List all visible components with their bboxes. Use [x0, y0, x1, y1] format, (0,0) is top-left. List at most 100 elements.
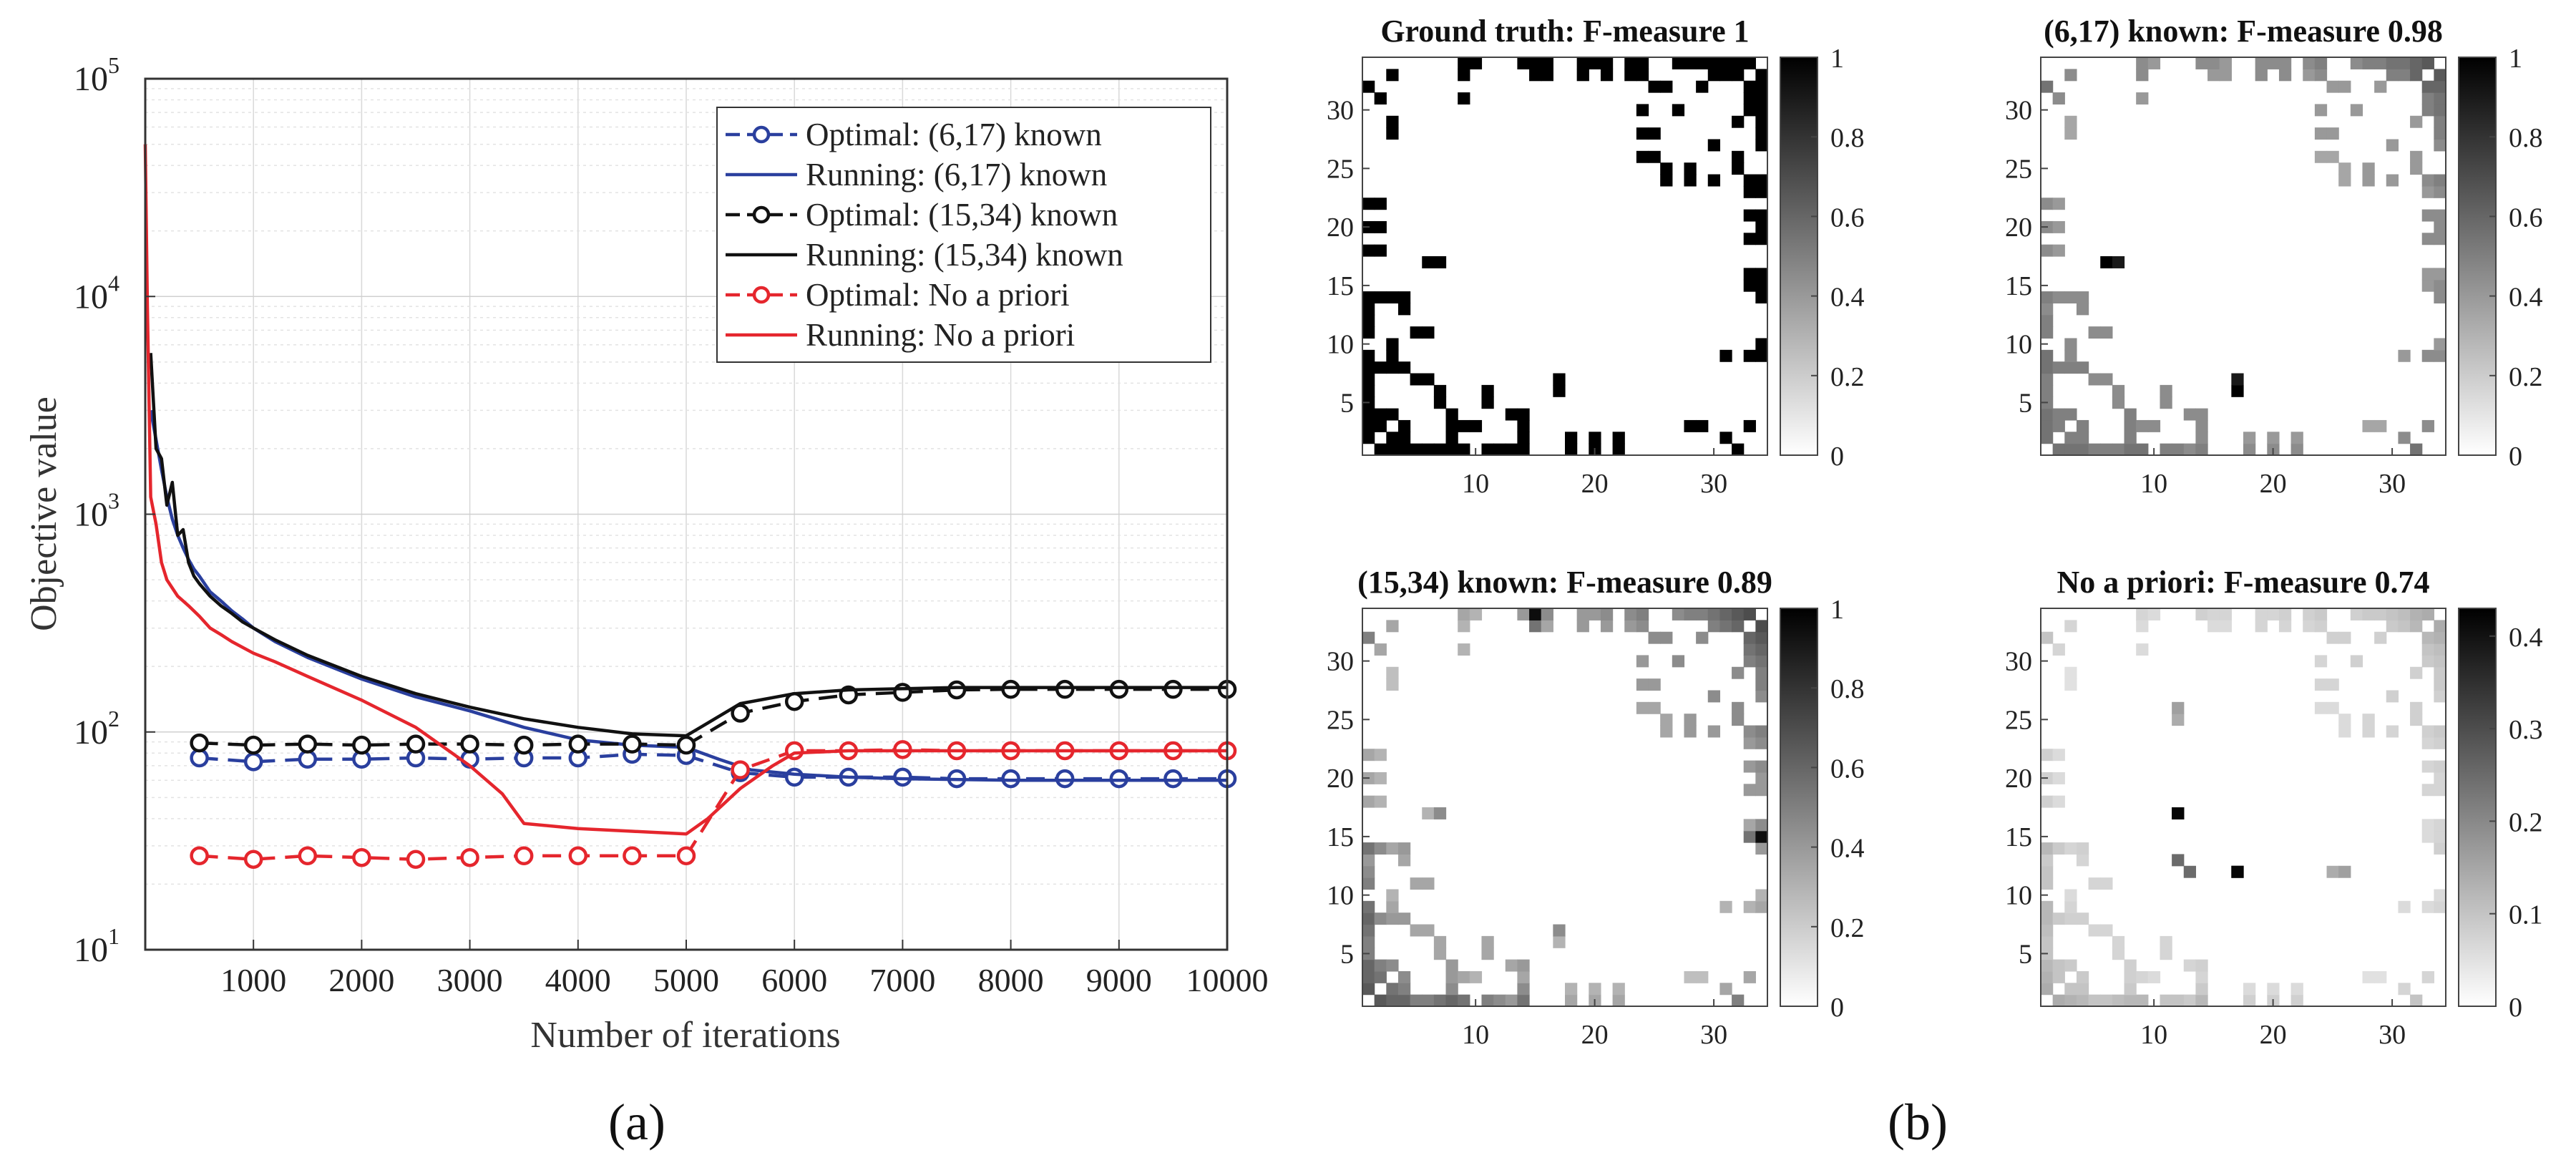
colorbar-tick-label: 0.2: [2509, 362, 2543, 392]
data-point: [406, 734, 426, 754]
matrix-cell: [1386, 349, 1399, 362]
matrix-cell: [2172, 714, 2185, 726]
matrix-cell: [2434, 279, 2446, 292]
matrix-cell: [1732, 150, 1745, 163]
legend-swatch-marker: [752, 125, 771, 144]
matrix-cell: [2278, 608, 2292, 620]
matrix-cell: [1565, 983, 1578, 996]
matrix-cell: [1755, 127, 1768, 140]
matrix-cell: [1541, 608, 1553, 620]
matrix-cell: [2398, 983, 2411, 996]
matrix-cell: [1755, 279, 1768, 292]
matrix-cell: [2326, 127, 2339, 140]
matrix-cell: [2076, 291, 2089, 304]
matrix-cell: [1374, 959, 1387, 972]
matrix-cell: [1458, 57, 1470, 69]
matrix-cell: [1636, 150, 1649, 163]
matrix-cell: [1707, 69, 1721, 82]
matrix-cell: [1362, 935, 1375, 948]
matrix-cell: [1410, 373, 1423, 386]
matrix-cell: [2326, 80, 2339, 93]
matrix-cell: [1397, 419, 1411, 432]
matrix-cell: [2231, 865, 2244, 878]
matrix-cell: [2398, 57, 2411, 69]
matrix-cell: [1755, 268, 1768, 281]
matrix-cell: [1362, 854, 1375, 867]
matrix-cell: [2052, 994, 2065, 1007]
matrix-cell: [2052, 772, 2065, 784]
matrix-cell: [2183, 408, 2197, 421]
matrix-cell: [2410, 620, 2423, 633]
matrix-cell: [1576, 57, 1589, 69]
matrix-cell: [1362, 631, 1375, 644]
matrix-cell: [1505, 959, 1518, 972]
matrix-cell: [1624, 608, 1637, 620]
matrix-cell: [1517, 408, 1530, 421]
matrix-cell: [2219, 69, 2232, 82]
matrix-cell: [1362, 795, 1375, 808]
matrix-cell: [1743, 760, 1756, 773]
matrix-cell: [1660, 162, 1673, 175]
matrix-cell: [1600, 608, 1614, 620]
matrix-cell: [2076, 854, 2089, 867]
matrix-cell: [1374, 408, 1387, 421]
data-point: [623, 734, 642, 754]
matrix-cell: [2112, 935, 2125, 948]
colorbar-tick-label: 0: [2509, 993, 2522, 1023]
matrix-cell: [1386, 443, 1399, 456]
matrix-cell: [2207, 608, 2220, 620]
matrix-cell: [2064, 959, 2077, 972]
matrix-cell: [1719, 620, 1732, 633]
matrix-cell: [2041, 959, 2054, 972]
colorbar: [2458, 608, 2497, 1007]
matrix-cell: [1589, 57, 1601, 69]
matrix-cell: [2195, 970, 2208, 983]
matrix-x-tick-label: 10: [1462, 1020, 1489, 1050]
matrix-cell: [2386, 69, 2399, 82]
matrix-cell: [1481, 935, 1494, 948]
matrix-cell: [2374, 419, 2387, 432]
matrix-cell: [2421, 608, 2434, 620]
matrix-cell: [1696, 57, 1709, 69]
matrix-cell: [1755, 92, 1768, 105]
matrix-cell: [1696, 631, 1709, 644]
matrix-cell: [1755, 842, 1768, 855]
matrix-cell: [2041, 198, 2054, 210]
data-point: [784, 767, 804, 787]
matrix-cell: [2374, 57, 2387, 69]
series-line: [149, 409, 1227, 782]
matrix-cell: [2421, 784, 2434, 797]
matrix-cell: [2410, 115, 2423, 128]
colorbar-tick-label: 0: [2509, 442, 2522, 472]
matrix-cell: [1589, 608, 1601, 620]
matrix-cell: [2124, 994, 2137, 1007]
matrix-cell: [2421, 830, 2434, 843]
matrix-cell: [2076, 361, 2089, 374]
matrix-cell: [2314, 678, 2328, 691]
matrix-cell: [1672, 608, 1685, 620]
matrix-cell: [2183, 994, 2197, 1007]
matrix-cell: [2434, 268, 2446, 281]
matrix-cell: [2052, 970, 2065, 983]
matrix-cell: [2434, 69, 2446, 82]
matrix-cell: [2064, 349, 2077, 362]
matrix-cell: [2434, 690, 2446, 703]
x-axis-label: Number of iterations: [530, 1015, 840, 1056]
panel-label-a: (a): [608, 1094, 665, 1151]
matrix-cell: [1732, 701, 1745, 714]
matrix-x-tick-label: 30: [1700, 1020, 1727, 1050]
matrix-cell: [1660, 80, 1673, 93]
matrix-cell: [2362, 608, 2375, 620]
matrix-cell: [2207, 69, 2220, 82]
matrix-cell: [2172, 854, 2185, 867]
matrix-cell: [2374, 608, 2387, 620]
matrix-cell: [1565, 443, 1578, 456]
matrix-cell: [1743, 725, 1756, 738]
matrix-cell: [1481, 994, 1494, 1007]
matrix-cell: [1755, 643, 1768, 656]
legend-item: Running: No a priori: [726, 317, 1075, 353]
colorbar-tick-label: 0.4: [1830, 283, 1865, 313]
matrix-cell: [1386, 620, 1399, 633]
matrix-cell: [1755, 889, 1768, 902]
matrix-cell: [2290, 443, 2303, 456]
